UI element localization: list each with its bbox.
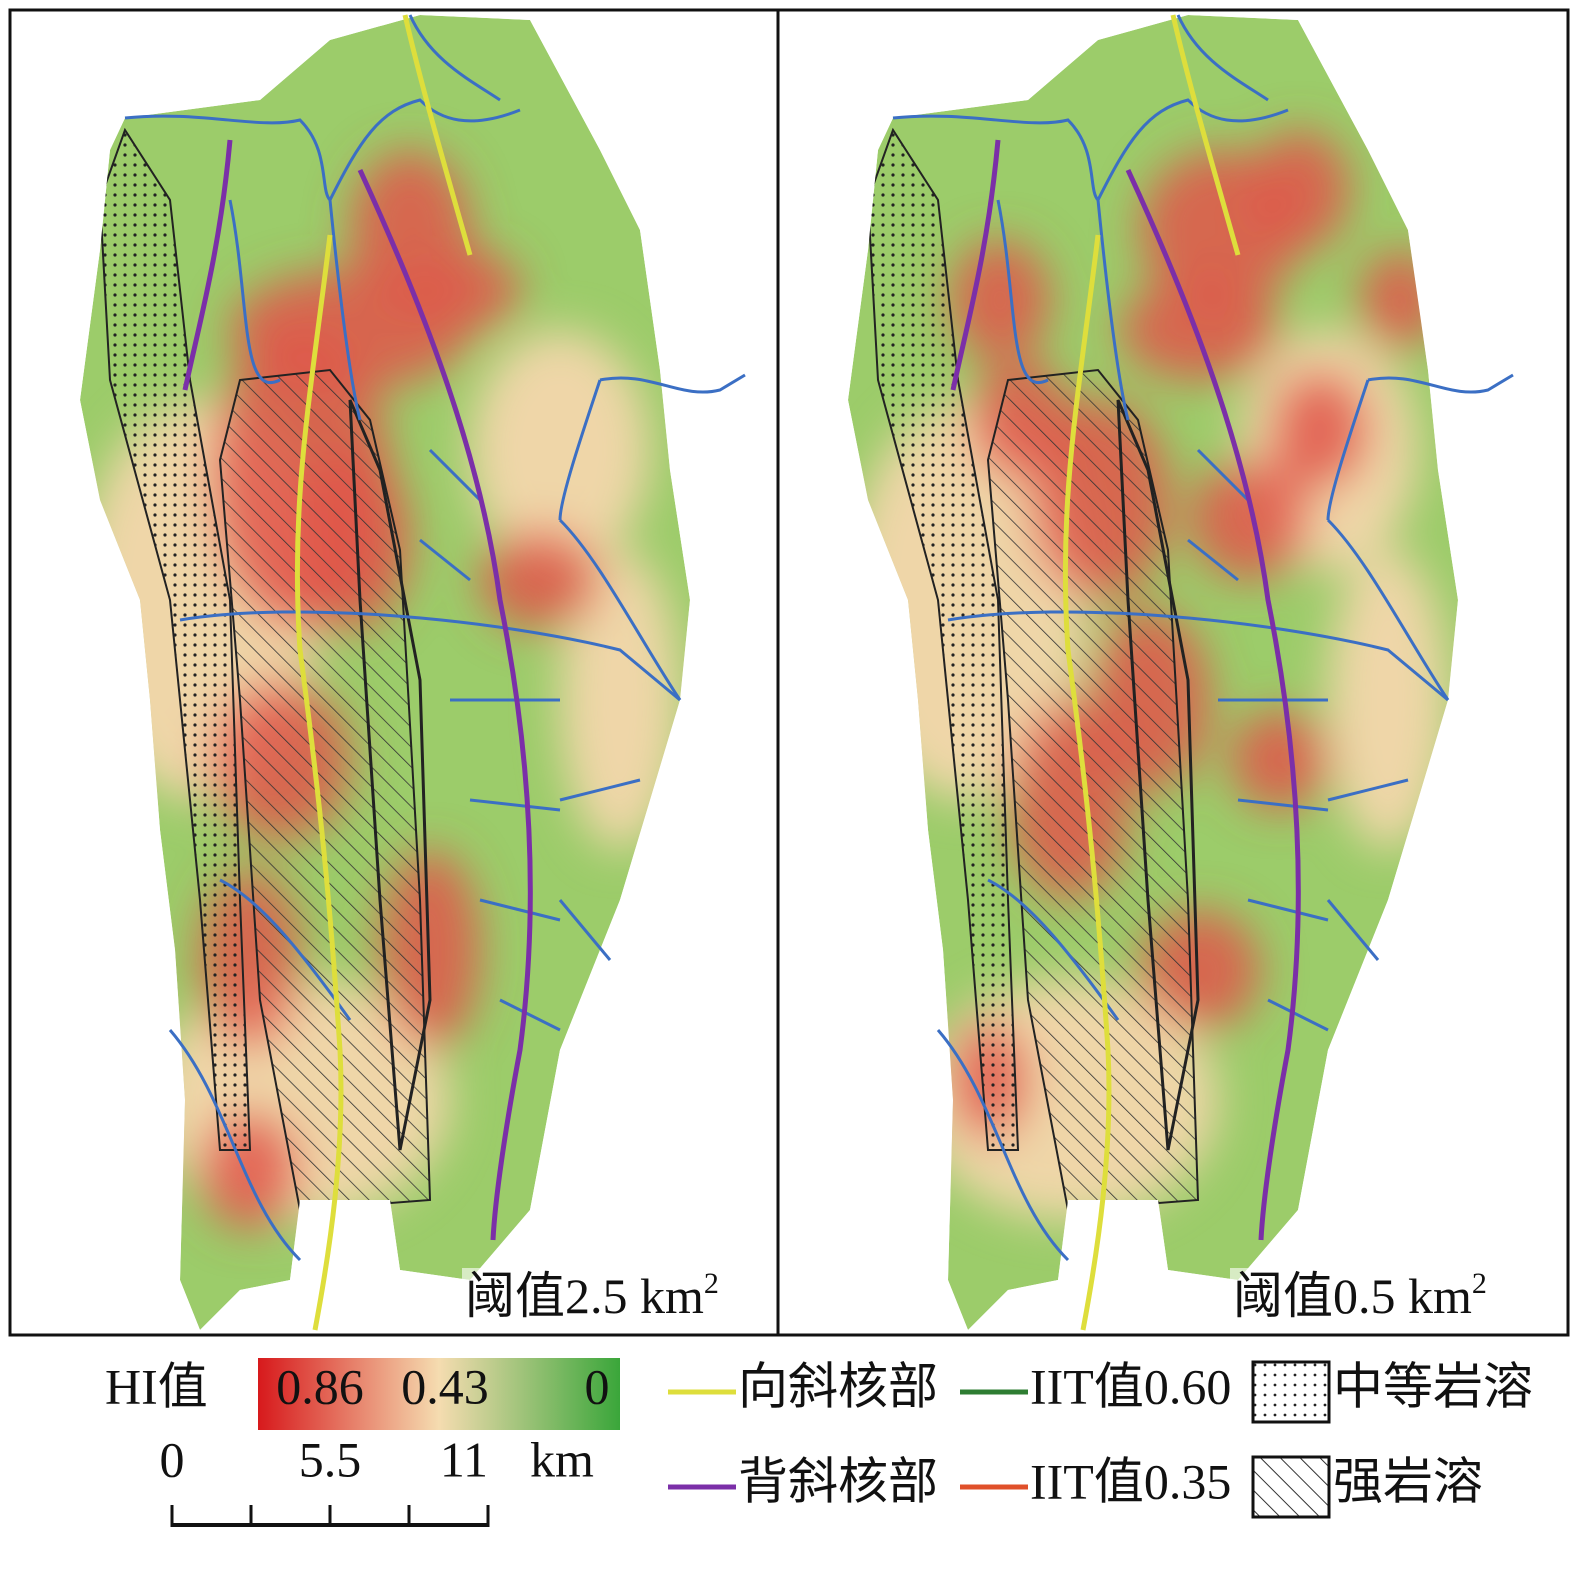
threshold-label: 阈值2.5 km2 [465,1267,719,1325]
study-area [848,15,1458,1330]
river [987,878,1120,1021]
river [1367,373,1514,394]
hi-high [1250,130,1350,250]
hi-high [1270,370,1370,490]
syncline-axis [1062,234,1112,1331]
anticline-axis [1125,168,1301,1241]
threshold-label: 阈值0.5 km2 [1233,1267,1487,1325]
hi-high [1360,250,1440,350]
legend-label: 向斜核部 [738,1358,938,1414]
hi-high [950,240,1050,360]
river [599,373,746,394]
river [168,1029,302,1262]
river [419,448,561,1032]
hi-mid [560,550,680,850]
river [936,1029,1070,1262]
legend-label: 中等岩溶 [1333,1358,1533,1414]
river [996,199,1049,384]
river [558,518,682,701]
river [947,610,1449,702]
colorbar-tick-label: 0 [585,1358,610,1414]
superscript: 2 [1472,1267,1487,1300]
river [408,14,501,102]
legend-swatch [1251,1455,1331,1519]
river [558,778,641,961]
hi-mid [1328,550,1448,850]
threshold-text: 阈值0.5 km [1233,1268,1472,1324]
map-panel: 阈值2.5 km2 [80,14,768,1332]
label-bg [462,1268,768,1332]
hi-high [420,250,520,330]
river [328,199,362,421]
anticline-axis [182,139,233,391]
syncline-axis [1170,14,1241,256]
colorbar-title: HI值 [105,1358,208,1414]
hi-mid [470,330,650,570]
anticline-axis [357,168,533,1241]
legend-swatch [1251,1360,1331,1424]
hi-high [1230,710,1330,810]
river [228,199,281,384]
river [1326,518,1450,701]
syncline-axis [294,234,344,1331]
scale-label: 11 [440,1431,488,1487]
hi-high [480,530,600,630]
label-bg [1230,1268,1536,1332]
scale-label: 5.5 [299,1431,362,1487]
map-panel: 阈值0.5 km2 [848,14,1536,1332]
legend-label: 背斜核部 [738,1453,938,1509]
study-area [80,15,690,1330]
river [179,610,681,702]
threshold-text: 阈值2.5 km [465,1268,704,1324]
river [1187,448,1329,1032]
strong-karst [1116,399,1200,1151]
legend-label: 强岩溶 [1333,1453,1483,1509]
legend-label: IIT值0.60 [1030,1358,1231,1414]
colorbar [258,1358,620,1430]
scale-label: 0 [160,1431,185,1487]
legend-label: IIT值0.35 [1030,1453,1231,1509]
hi-high [1120,280,1280,380]
scale-unit: km [530,1431,594,1487]
map-frame [8,8,1570,1337]
hi-high [1190,460,1310,580]
river [558,379,602,521]
river [1176,14,1269,102]
river [1326,778,1409,961]
syncline-axis [402,14,473,256]
river [219,878,352,1021]
colorbar-tick-label: 0.86 [276,1358,364,1414]
river [1096,199,1130,421]
river [1326,379,1370,521]
colorbar-tick-label: 0.43 [401,1358,489,1414]
superscript: 2 [704,1267,719,1300]
strong-karst [348,399,432,1151]
anticline-axis [950,139,1001,391]
